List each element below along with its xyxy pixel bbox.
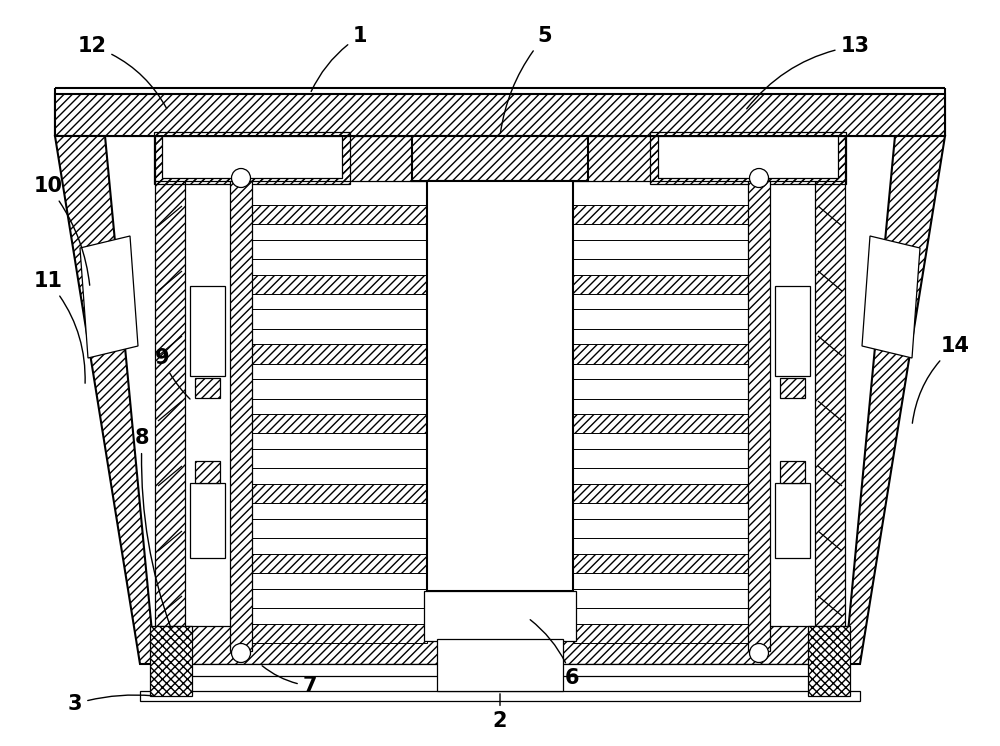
Bar [775,286,810,376]
Bar [573,449,748,468]
Text: 13: 13 [747,36,870,109]
Bar [573,204,748,224]
Polygon shape [80,236,138,358]
Bar [155,626,845,664]
Polygon shape [55,94,945,136]
Bar [573,379,748,398]
Bar [252,239,427,259]
Bar [658,136,838,178]
Bar [573,310,748,329]
Bar [185,136,190,664]
Circle shape [750,644,769,662]
Bar [230,181,252,651]
Text: 8: 8 [135,428,171,628]
Bar [252,275,427,294]
Text: 2: 2 [493,694,507,731]
Text: 1: 1 [311,26,367,92]
Polygon shape [55,136,155,664]
Bar [573,484,748,504]
Bar [252,484,427,504]
Text: 11: 11 [34,271,85,383]
Bar [775,483,810,558]
Bar [162,136,342,178]
Circle shape [750,169,769,187]
Bar [808,626,850,696]
Bar [150,626,192,696]
Bar [780,461,805,483]
Bar [252,554,427,573]
Text: 5: 5 [500,26,552,134]
Bar [195,461,220,483]
Bar [155,136,185,664]
Bar [748,181,770,651]
Bar [780,378,805,398]
Bar [810,136,815,664]
Bar [195,378,220,398]
Text: 12: 12 [78,36,167,109]
Text: 7: 7 [262,665,317,696]
Bar [573,554,748,573]
Bar [412,136,588,181]
Text: 14: 14 [912,336,970,423]
Bar [252,310,427,329]
Bar [252,345,427,363]
Bar [252,414,427,433]
Bar [252,624,427,643]
Bar [252,204,427,224]
Bar [650,132,846,184]
Text: 6: 6 [530,620,579,688]
Bar [573,275,748,294]
Bar [427,181,573,591]
Bar [424,591,576,641]
Bar [252,449,427,468]
Bar [573,589,748,608]
Bar [573,519,748,538]
Bar [190,483,225,558]
Circle shape [231,644,250,662]
Bar [573,624,748,643]
Bar [573,345,748,363]
Text: 3: 3 [68,694,152,714]
Bar [190,286,225,376]
Bar [155,664,845,676]
Text: 10: 10 [34,176,90,285]
Bar [252,519,427,538]
Bar [252,379,427,398]
Bar [154,132,350,184]
Bar [573,239,748,259]
Bar [140,691,860,701]
Polygon shape [862,236,920,358]
Bar [155,136,845,181]
Text: 9: 9 [155,348,190,399]
Bar [573,414,748,433]
Polygon shape [845,136,945,664]
Circle shape [231,169,250,187]
Bar [437,639,563,691]
Bar [252,589,427,608]
Bar [815,136,845,664]
